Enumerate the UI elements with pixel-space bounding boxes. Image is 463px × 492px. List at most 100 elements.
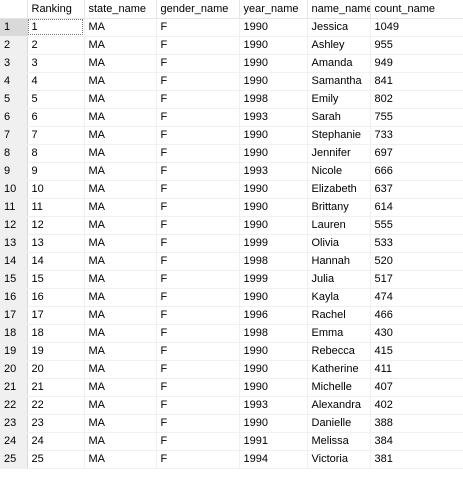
column-header-count-name[interactable]: count_name xyxy=(370,0,463,19)
year-name-cell[interactable]: 1990 xyxy=(239,144,308,163)
row-number[interactable]: 1 xyxy=(0,18,28,37)
row-number[interactable]: 10 xyxy=(0,180,28,199)
count-name-cell[interactable]: 637 xyxy=(370,180,463,199)
table-row[interactable]: 22 22 MA F 1993 Alexandra 402 xyxy=(0,396,463,415)
table-row[interactable]: 3 3 MA F 1990 Amanda 949 xyxy=(0,54,463,73)
state-name-cell[interactable]: MA xyxy=(84,378,157,397)
gender-name-cell[interactable]: F xyxy=(156,306,240,325)
year-name-cell[interactable]: 1999 xyxy=(239,234,308,253)
year-name-cell[interactable]: 1990 xyxy=(239,36,308,55)
year-name-cell[interactable]: 1993 xyxy=(239,162,308,181)
name-name-cell[interactable]: Nicole xyxy=(307,162,371,181)
year-name-cell[interactable]: 1990 xyxy=(239,288,308,307)
table-row[interactable]: 1 1 MA F 1990 Jessica 1049 xyxy=(0,18,463,37)
ranking-cell[interactable]: 8 xyxy=(27,144,85,163)
state-name-cell[interactable]: MA xyxy=(84,198,157,217)
gender-name-cell[interactable]: F xyxy=(156,378,240,397)
table-row[interactable]: 25 25 MA F 1994 Victoria 381 xyxy=(0,450,463,469)
row-number[interactable]: 22 xyxy=(0,396,28,415)
count-name-cell[interactable]: 402 xyxy=(370,396,463,415)
row-number[interactable]: 11 xyxy=(0,198,28,217)
count-name-cell[interactable]: 841 xyxy=(370,72,463,91)
year-name-cell[interactable]: 1990 xyxy=(239,378,308,397)
row-number[interactable]: 15 xyxy=(0,270,28,289)
row-number[interactable]: 6 xyxy=(0,108,28,127)
count-name-cell[interactable]: 388 xyxy=(370,414,463,433)
table-row[interactable]: 21 21 MA F 1990 Michelle 407 xyxy=(0,378,463,397)
name-name-cell[interactable]: Stephanie xyxy=(307,126,371,145)
gender-name-cell[interactable]: F xyxy=(156,216,240,235)
row-number[interactable]: 25 xyxy=(0,450,28,469)
row-number[interactable]: 8 xyxy=(0,144,28,163)
table-row[interactable]: 7 7 MA F 1990 Stephanie 733 xyxy=(0,126,463,145)
table-row[interactable]: 11 11 MA F 1990 Brittany 614 xyxy=(0,198,463,217)
count-name-cell[interactable]: 520 xyxy=(370,252,463,271)
count-name-cell[interactable]: 555 xyxy=(370,216,463,235)
table-row[interactable]: 13 13 MA F 1999 Olivia 533 xyxy=(0,234,463,253)
column-header-state-name[interactable]: state_name xyxy=(84,0,157,19)
state-name-cell[interactable]: MA xyxy=(84,162,157,181)
table-row[interactable]: 17 17 MA F 1996 Rachel 466 xyxy=(0,306,463,325)
name-name-cell[interactable]: Emma xyxy=(307,324,371,343)
ranking-cell[interactable]: 3 xyxy=(27,54,85,73)
name-name-cell[interactable]: Olivia xyxy=(307,234,371,253)
gender-name-cell[interactable]: F xyxy=(156,360,240,379)
name-name-cell[interactable]: Rachel xyxy=(307,306,371,325)
gender-name-cell[interactable]: F xyxy=(156,324,240,343)
ranking-cell[interactable]: 13 xyxy=(27,234,85,253)
column-header-year-name[interactable]: year_name xyxy=(239,0,308,19)
state-name-cell[interactable]: MA xyxy=(84,54,157,73)
row-number[interactable]: 18 xyxy=(0,324,28,343)
gender-name-cell[interactable]: F xyxy=(156,126,240,145)
state-name-cell[interactable]: MA xyxy=(84,396,157,415)
state-name-cell[interactable]: MA xyxy=(84,306,157,325)
year-name-cell[interactable]: 1993 xyxy=(239,108,308,127)
year-name-cell[interactable]: 1994 xyxy=(239,450,308,469)
row-number[interactable]: 24 xyxy=(0,432,28,451)
state-name-cell[interactable]: MA xyxy=(84,108,157,127)
row-number[interactable]: 23 xyxy=(0,414,28,433)
row-number[interactable]: 14 xyxy=(0,252,28,271)
column-header-gender-name[interactable]: gender_name xyxy=(156,0,240,19)
count-name-cell[interactable]: 955 xyxy=(370,36,463,55)
gender-name-cell[interactable]: F xyxy=(156,180,240,199)
gender-name-cell[interactable]: F xyxy=(156,18,240,37)
ranking-cell[interactable]: 6 xyxy=(27,108,85,127)
state-name-cell[interactable]: MA xyxy=(84,234,157,253)
row-number[interactable]: 3 xyxy=(0,54,28,73)
count-name-cell[interactable]: 533 xyxy=(370,234,463,253)
count-name-cell[interactable]: 381 xyxy=(370,450,463,469)
year-name-cell[interactable]: 1990 xyxy=(239,180,308,199)
name-name-cell[interactable]: Melissa xyxy=(307,432,371,451)
table-row[interactable]: 6 6 MA F 1993 Sarah 755 xyxy=(0,108,463,127)
name-name-cell[interactable]: Katherine xyxy=(307,360,371,379)
state-name-cell[interactable]: MA xyxy=(84,144,157,163)
count-name-cell[interactable]: 733 xyxy=(370,126,463,145)
state-name-cell[interactable]: MA xyxy=(84,72,157,91)
year-name-cell[interactable]: 1998 xyxy=(239,90,308,109)
state-name-cell[interactable]: MA xyxy=(84,90,157,109)
ranking-cell[interactable]: 25 xyxy=(27,450,85,469)
year-name-cell[interactable]: 1990 xyxy=(239,72,308,91)
count-name-cell[interactable]: 430 xyxy=(370,324,463,343)
year-name-cell[interactable]: 1990 xyxy=(239,198,308,217)
gender-name-cell[interactable]: F xyxy=(156,36,240,55)
table-row[interactable]: 16 16 MA F 1990 Kayla 474 xyxy=(0,288,463,307)
gender-name-cell[interactable]: F xyxy=(156,162,240,181)
row-number[interactable]: 19 xyxy=(0,342,28,361)
table-row[interactable]: 2 2 MA F 1990 Ashley 955 xyxy=(0,36,463,55)
gender-name-cell[interactable]: F xyxy=(156,234,240,253)
gender-name-cell[interactable]: F xyxy=(156,144,240,163)
ranking-cell[interactable]: 21 xyxy=(27,378,85,397)
count-name-cell[interactable]: 755 xyxy=(370,108,463,127)
ranking-cell[interactable]: 4 xyxy=(27,72,85,91)
row-number[interactable]: 7 xyxy=(0,126,28,145)
state-name-cell[interactable]: MA xyxy=(84,36,157,55)
name-name-cell[interactable]: Danielle xyxy=(307,414,371,433)
gender-name-cell[interactable]: F xyxy=(156,54,240,73)
state-name-cell[interactable]: MA xyxy=(84,18,157,37)
ranking-cell[interactable]: 16 xyxy=(27,288,85,307)
count-name-cell[interactable]: 666 xyxy=(370,162,463,181)
year-name-cell[interactable]: 1990 xyxy=(239,18,308,37)
name-name-cell[interactable]: Rebecca xyxy=(307,342,371,361)
